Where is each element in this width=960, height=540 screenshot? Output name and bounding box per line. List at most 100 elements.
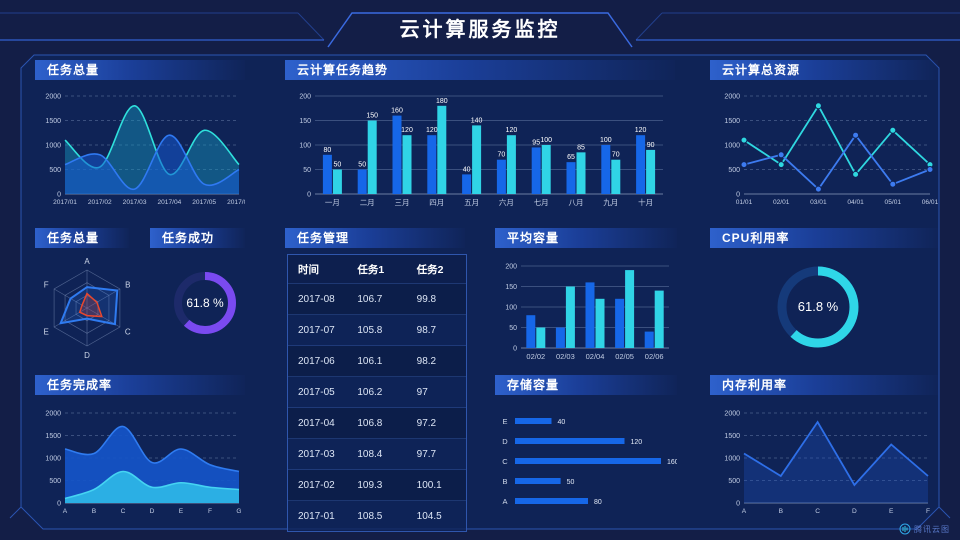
svg-text:A: A (742, 508, 747, 515)
table-cell: 2017-06 (288, 345, 348, 377)
svg-text:02/01: 02/01 (773, 199, 790, 206)
svg-text:2000: 2000 (45, 411, 61, 418)
svg-text:100: 100 (540, 137, 552, 144)
table-column-header: 任务1 (357, 263, 385, 276)
svg-text:50: 50 (567, 479, 575, 486)
svg-text:三月: 三月 (395, 198, 410, 207)
table-row: 2017-02 109.3 100.1 (288, 469, 466, 501)
svg-text:04/01: 04/01 (847, 199, 864, 206)
svg-text:80: 80 (324, 147, 332, 154)
svg-text:05/01: 05/01 (885, 199, 902, 206)
svg-text:A: A (502, 497, 507, 506)
svg-text:D: D (150, 508, 155, 515)
svg-text:120: 120 (401, 127, 413, 134)
table-cell: 104.5 (406, 500, 466, 531)
memory_line-svg: 0 500 1000 1500 2000 A B C D E F (724, 411, 930, 516)
svg-text:E: E (44, 328, 49, 337)
svg-text:01/01: 01/01 (736, 199, 753, 206)
svg-text:D: D (852, 508, 857, 515)
table-row: 2017-07 105.8 98.7 (288, 314, 466, 346)
table-cell: 97.7 (406, 438, 466, 470)
svg-text:2017/03: 2017/03 (123, 199, 147, 206)
table-cell: 97.2 (406, 407, 466, 439)
svg-text:02/02: 02/02 (526, 352, 545, 361)
svg-text:2017/02: 2017/02 (88, 199, 112, 206)
cpu_usage_donut-svg: 61.8 % (777, 266, 859, 348)
table-row: 2017-01 108.5 104.5 (288, 500, 466, 531)
svg-text:2000: 2000 (724, 411, 740, 418)
tasks-radar-chart: A B C D E F (35, 250, 147, 368)
svg-text:九月: 九月 (603, 198, 618, 207)
svg-text:70: 70 (498, 152, 506, 159)
panel-header-avg-capacity: 平均容量 (495, 228, 677, 248)
svg-text:2017/06: 2017/06 (227, 199, 245, 206)
svg-text:2000: 2000 (724, 94, 740, 101)
table-row: 2017-05 106.2 97 (288, 376, 466, 408)
svg-text:500: 500 (728, 167, 740, 174)
svg-text:90: 90 (647, 142, 655, 149)
cloud_task_trend_bars-svg: 0 50 100 150 200 80 50 一月 50 150 二月 160 120 三月 120 180 四… (299, 94, 663, 207)
svg-text:500: 500 (728, 478, 740, 485)
panel-header-tasks-total-trend: 任务总量 (35, 60, 245, 80)
svg-text:0: 0 (57, 501, 61, 508)
svg-text:80: 80 (594, 499, 602, 506)
svg-text:二月: 二月 (360, 198, 375, 207)
svg-text:160: 160 (667, 459, 677, 466)
svg-text:02/05: 02/05 (615, 352, 634, 361)
svg-text:200: 200 (505, 264, 517, 271)
task-management-table: 时间 任务1 任务2 2017-08 106.7 99.8 2017-07 105.8 98.7… (287, 254, 467, 532)
svg-text:五月: 五月 (464, 198, 479, 207)
svg-text:1000: 1000 (724, 143, 740, 150)
svg-text:B: B (502, 477, 507, 486)
svg-text:02/06: 02/06 (645, 352, 664, 361)
svg-text:1500: 1500 (724, 118, 740, 125)
svg-text:十月: 十月 (638, 197, 653, 207)
panel-header-tasks-total-radar: 任务总量 (35, 228, 129, 248)
svg-text:120: 120 (426, 127, 438, 134)
svg-text:500: 500 (49, 167, 61, 174)
svg-text:100: 100 (505, 305, 517, 312)
svg-text:160: 160 (391, 108, 403, 115)
svg-text:180: 180 (436, 98, 448, 105)
table-cell: 98.2 (406, 345, 466, 377)
svg-text:F: F (44, 280, 49, 289)
svg-text:四月: 四月 (429, 198, 444, 207)
svg-text:61.8 %: 61.8 % (798, 299, 839, 314)
table-cell: 2017-03 (288, 438, 348, 470)
svg-text:100: 100 (600, 137, 612, 144)
svg-text:02/03: 02/03 (556, 352, 575, 361)
page-title: 云计算服务监控 (399, 19, 561, 41)
panel-header-memory-usage: 内存利用率 (710, 375, 938, 395)
table-cell: 105.8 (347, 314, 407, 346)
table-row: 2017-06 106.1 98.2 (288, 345, 466, 377)
table-cell: 108.4 (347, 438, 407, 470)
avg_capacity_bars-svg: 0 50 100 150 200 02/02 02/03 02/04 02/05 02/06 (505, 264, 669, 361)
svg-text:140: 140 (471, 117, 483, 124)
svg-text:120: 120 (635, 127, 647, 134)
task-success-donut-chart: 61.8 % (148, 250, 248, 368)
svg-text:七月: 七月 (534, 198, 549, 207)
vendor-logo: 腾讯云图 (899, 523, 950, 535)
tasks_radar-svg: A B C D E F (44, 257, 131, 360)
cloud-resources-line-chart: 0 500 1000 1500 2000 01/01 02/01 03/01 04/01 05/0… (710, 82, 938, 216)
svg-text:2017/01: 2017/01 (53, 199, 77, 206)
cloud_total_resources_line-svg: 0 500 1000 1500 2000 01/01 02/01 03/01 04/01 05/0… (724, 94, 938, 207)
storage-hbar-chart: E 40 D 120 C 160 B 50 A 80 (495, 397, 678, 523)
svg-text:0: 0 (736, 501, 740, 508)
svg-text:1000: 1000 (45, 456, 61, 463)
svg-text:0: 0 (513, 346, 517, 353)
svg-text:50: 50 (334, 162, 342, 169)
table-cell: 108.5 (347, 500, 407, 531)
svg-text:C: C (815, 508, 820, 515)
panel-header-cloud-task-trend: 云计算任务趋势 (285, 60, 675, 80)
task_completion_area-svg: 0 500 1000 1500 2000 A B C D E F G (45, 411, 241, 516)
svg-text:0: 0 (307, 192, 311, 199)
svg-text:03/01: 03/01 (810, 199, 827, 206)
svg-text:50: 50 (303, 167, 311, 174)
svg-text:200: 200 (299, 94, 311, 101)
table-cell: 2017-04 (288, 407, 348, 439)
panel-header-task-completion: 任务完成率 (35, 375, 245, 395)
table-cell: 2017-01 (288, 500, 348, 531)
